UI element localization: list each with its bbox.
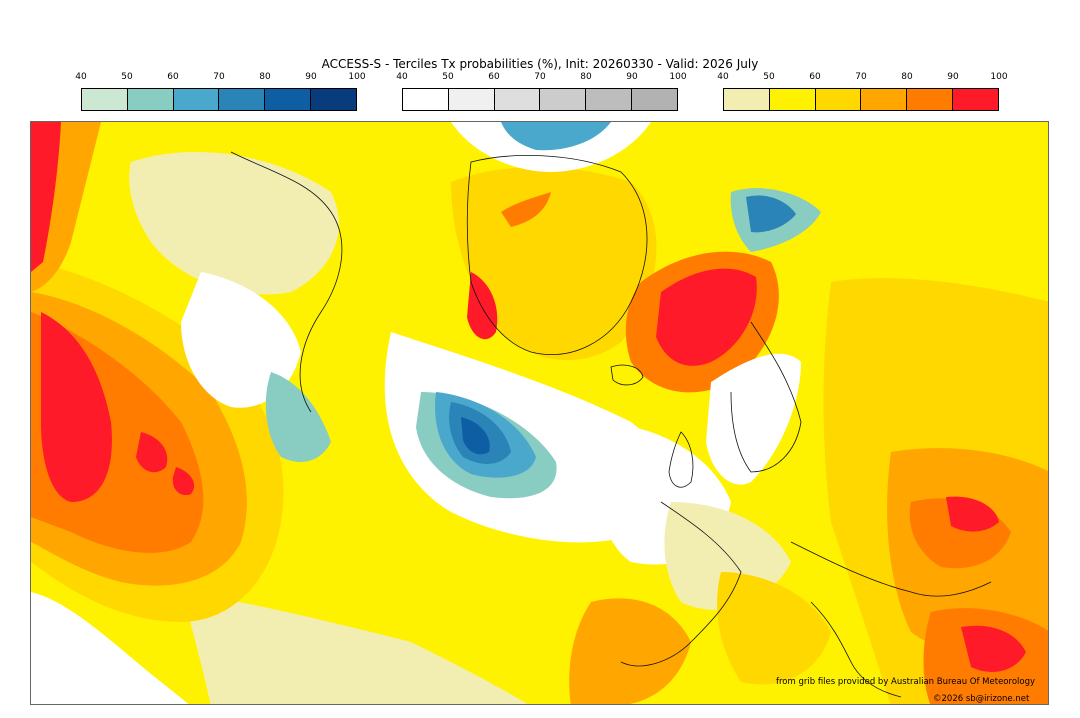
region-below-barents-70 [746, 195, 796, 233]
credit-copyright: ©2026 sb@irizone.net [933, 694, 1030, 704]
region-60-70-balkans [717, 572, 831, 685]
tick-label: 60 [809, 72, 821, 82]
tick-label: 100 [348, 72, 366, 82]
legend-below-normal: 40 50 60 70 80 90 100 [75, 72, 366, 111]
region-70-80-iberia [569, 598, 691, 704]
tick-label: 70 [534, 72, 546, 82]
color-swatch [769, 89, 816, 110]
tick-label: 60 [488, 72, 500, 82]
tick-label: 50 [442, 72, 454, 82]
tick-label: 60 [167, 72, 179, 82]
region-60-70-greenland [451, 167, 657, 361]
tick-label: 100 [990, 72, 1008, 82]
color-swatch [311, 89, 356, 110]
tick-label: 70 [213, 72, 225, 82]
tick-label: 100 [669, 72, 687, 82]
region-tan-canada [129, 152, 339, 295]
tick-label: 50 [763, 72, 775, 82]
region-below-80-90-atlantic [461, 417, 490, 455]
map-title: ACCESS-S - Terciles Tx probabilities (%)… [321, 57, 759, 71]
coast-norway [730, 321, 802, 473]
region-tan-south [181, 592, 528, 704]
legend-below-colorbar [81, 88, 357, 111]
color-swatch [953, 89, 998, 110]
coast-greenland [466, 155, 648, 355]
tick-label: 80 [901, 72, 913, 82]
region-normal-sw [31, 592, 189, 704]
color-swatch [173, 89, 220, 110]
tick-label: 70 [855, 72, 867, 82]
region-90-100-black-sea [946, 496, 999, 532]
coast-europe-west [620, 501, 742, 667]
region-normal-scandinavia [706, 353, 801, 485]
region-red-patch-b [172, 467, 195, 496]
credit-data-source: from grib files provided by Australian B… [776, 677, 1036, 687]
legend-above-colorbar [723, 88, 999, 111]
legend-normal-ticks: 40 50 60 70 80 90 100 [396, 72, 686, 86]
region-below-labrador [265, 372, 331, 462]
tick-label: 90 [305, 72, 317, 82]
coastlines [230, 151, 992, 698]
color-swatch [861, 89, 908, 110]
tick-label: 90 [626, 72, 638, 82]
region-90-100-turkey [961, 625, 1026, 672]
color-swatch [448, 89, 495, 110]
map-canvas [31, 122, 1048, 704]
tick-label: 40 [75, 72, 87, 82]
region-below-arctic [501, 122, 611, 151]
tick-label: 80 [580, 72, 592, 82]
coast-canada [230, 151, 343, 413]
legend-normal-colorbar [402, 88, 678, 111]
coast-italy-balkans [810, 601, 902, 698]
color-swatch [494, 89, 541, 110]
tick-label: 80 [259, 72, 271, 82]
color-swatch [127, 89, 174, 110]
probability-map [30, 121, 1049, 705]
region-90-100-norwegian [656, 268, 757, 366]
tick-label: 90 [947, 72, 959, 82]
color-swatch [815, 89, 862, 110]
color-swatch [540, 89, 587, 110]
region-orange-greenland-nw [501, 192, 551, 227]
tick-label: 40 [396, 72, 408, 82]
region-red-patch-a [136, 432, 168, 473]
coast-uk [668, 431, 694, 488]
region-90-100-west [41, 312, 112, 502]
tick-label: 40 [717, 72, 729, 82]
color-swatch [265, 89, 312, 110]
color-swatch [632, 89, 677, 110]
tick-label: 50 [121, 72, 133, 82]
legend-below-ticks: 40 50 60 70 80 90 100 [75, 72, 365, 86]
coast-iceland [610, 364, 644, 386]
legend-above-ticks: 40 50 60 70 80 90 100 [717, 72, 1007, 86]
legend-above-normal: 40 50 60 70 80 90 100 [717, 72, 1008, 111]
color-swatch [82, 89, 128, 110]
color-swatch [724, 89, 770, 110]
region-red-greenland-sw [467, 272, 498, 340]
color-swatch [403, 89, 449, 110]
color-swatch [586, 89, 633, 110]
coast-europe-south [790, 541, 992, 597]
region-red-nw [31, 122, 61, 272]
legend-normal: 40 50 60 70 80 90 100 [396, 72, 687, 111]
color-swatch [907, 89, 954, 110]
color-swatch [219, 89, 266, 110]
